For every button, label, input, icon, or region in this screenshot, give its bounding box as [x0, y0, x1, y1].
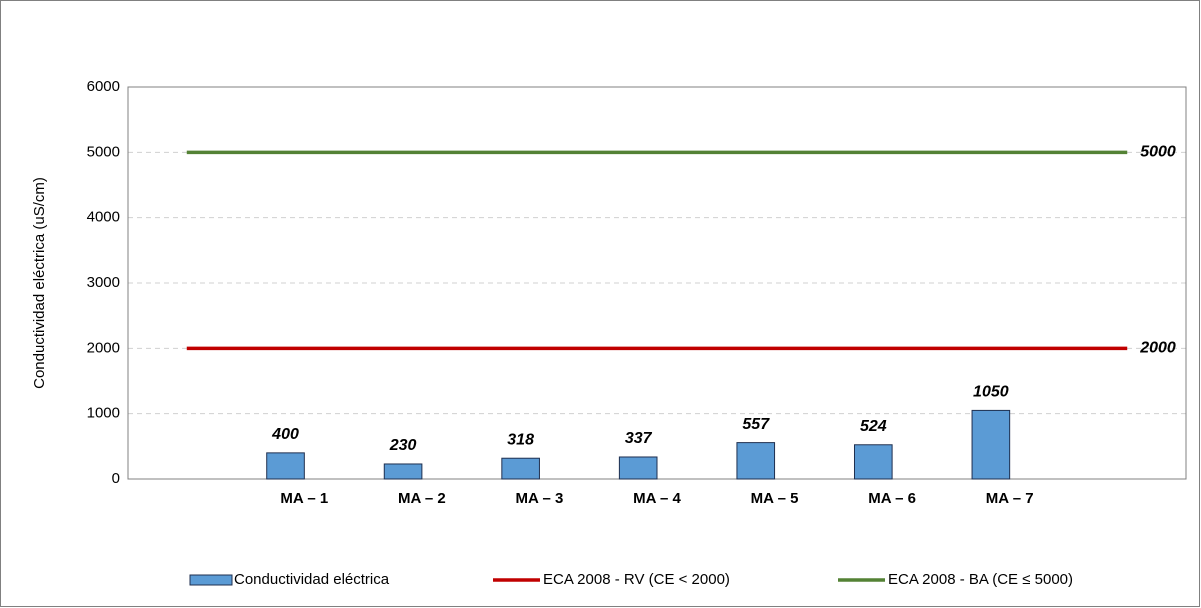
line-end-label: 5000 [1140, 144, 1176, 161]
legend-swatch [189, 574, 233, 586]
x-tick-label: MA – 3 [516, 490, 564, 507]
y-tick-label: 5000 [87, 143, 120, 160]
bar [736, 442, 776, 480]
bar [618, 456, 658, 480]
x-tick-label: MA – 5 [751, 490, 799, 507]
data-label: 337 [625, 430, 653, 447]
legend-label: ECA 2008 - RV (CE < 2000) [543, 571, 730, 588]
y-tick-label: 3000 [87, 274, 120, 291]
bar [971, 409, 1011, 480]
x-tick-label: MA – 2 [398, 490, 446, 507]
line-end-label: 2000 [1139, 340, 1176, 357]
bar [501, 457, 540, 480]
bar [383, 463, 423, 480]
x-tick-label: MA – 1 [280, 490, 328, 507]
legend-label: ECA 2008 - BA (CE ≤ 5000) [888, 571, 1073, 588]
legend-label: Conductividad eléctrica [234, 571, 390, 588]
data-label: 557 [742, 416, 770, 433]
y-tick-label: 6000 [87, 78, 120, 95]
x-tick-label: MA – 6 [868, 490, 916, 507]
y-tick-label: 4000 [87, 209, 120, 226]
data-label: 230 [389, 437, 417, 454]
data-label: 1050 [973, 384, 1009, 401]
data-label: 400 [271, 426, 299, 443]
data-label: 524 [860, 418, 887, 435]
data-label: 318 [507, 431, 534, 448]
x-tick-label: MA – 4 [633, 490, 681, 507]
y-tick-label: 2000 [87, 339, 120, 356]
y-tick-label: 0 [112, 470, 120, 487]
y-tick-label: 1000 [87, 405, 120, 422]
y-axis-title: Conductividad eléctrica (uS/cm) [31, 177, 48, 389]
bar [266, 452, 305, 480]
x-tick-label: MA – 7 [986, 490, 1034, 507]
bar [853, 444, 893, 480]
